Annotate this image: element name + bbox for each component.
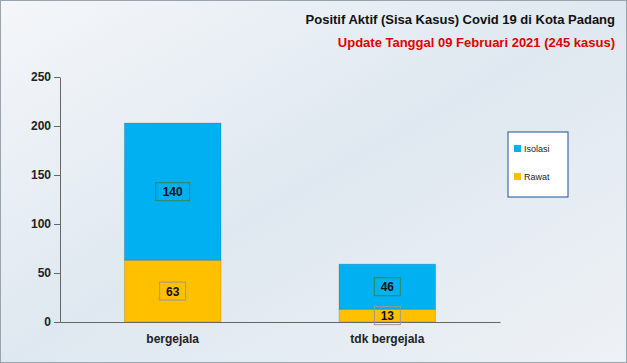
bar-segment: [339, 264, 436, 309]
data-label: 46: [381, 280, 395, 294]
y-tick-label: 200: [31, 119, 51, 133]
y-tick: 200: [31, 119, 60, 133]
data-label-box: [374, 307, 400, 325]
x-axis: bergejala tdk bergejala: [61, 322, 501, 346]
y-tick: 0: [44, 315, 60, 329]
y-tick-label: 100: [31, 217, 51, 231]
y-tick-label: 50: [38, 266, 52, 280]
data-label-box: [374, 278, 400, 296]
bar-segment: [124, 123, 221, 260]
y-tick-label: 150: [31, 168, 51, 182]
y-tick: 150: [31, 168, 60, 182]
x-tick-label: bergejala: [146, 332, 199, 346]
data-label-box: [160, 282, 186, 300]
legend-swatch: [514, 173, 521, 180]
title: Positif Aktif (Sisa Kasus) Covid 19 di K…: [306, 12, 615, 27]
chart: Positif Aktif (Sisa Kasus) Covid 19 di K…: [0, 0, 627, 363]
legend-label: Isolasi: [524, 144, 550, 154]
y-tick-mark: [54, 175, 60, 176]
y-tick-mark: [54, 273, 60, 274]
y-tick-mark: [54, 322, 60, 323]
data-labels: 63 13 140 46: [156, 183, 401, 325]
legend-box: [508, 132, 568, 197]
data-label-box: [156, 183, 190, 201]
y-tick-mark: [54, 126, 60, 127]
data-label: 13: [381, 309, 395, 323]
legend: Isolasi Rawat: [508, 132, 568, 197]
y-axis-line: [60, 78, 61, 323]
subtitle: Update Tanggal 09 Februari 2021 (245 kas…: [338, 35, 615, 50]
y-tick-mark: [54, 224, 60, 225]
x-axis-line: [61, 322, 501, 323]
data-label: 63: [166, 285, 180, 299]
background: [1, 1, 627, 363]
bars: [124, 123, 435, 322]
y-tick: 50: [38, 266, 60, 280]
x-tick-label: tdk bergejala: [350, 332, 424, 346]
legend-label: Rawat: [524, 172, 550, 182]
y-tick-label: 250: [31, 70, 51, 84]
bar-segment: [124, 260, 221, 322]
x-tick: bergejala: [146, 322, 199, 346]
y-tick: 250: [31, 70, 60, 84]
y-axis: 0 50 100 150 200 250: [31, 70, 61, 329]
y-tick-label: 0: [44, 315, 51, 329]
y-tick-mark: [54, 77, 60, 78]
data-label: 140: [163, 185, 183, 199]
x-tick: tdk bergejala: [350, 322, 424, 346]
y-tick: 100: [31, 217, 60, 231]
legend-swatch: [514, 145, 521, 152]
